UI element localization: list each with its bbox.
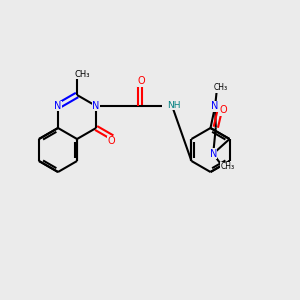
Text: O: O	[220, 105, 228, 115]
Text: O: O	[137, 76, 145, 86]
Text: N: N	[54, 101, 62, 111]
Text: CH₃: CH₃	[220, 163, 235, 172]
Text: N: N	[212, 101, 219, 112]
Text: N: N	[92, 101, 100, 111]
Text: N: N	[209, 149, 217, 159]
Text: CH₃: CH₃	[214, 83, 228, 92]
Text: NH: NH	[167, 100, 181, 109]
Text: CH₃: CH₃	[74, 70, 90, 79]
Text: O: O	[107, 136, 115, 146]
